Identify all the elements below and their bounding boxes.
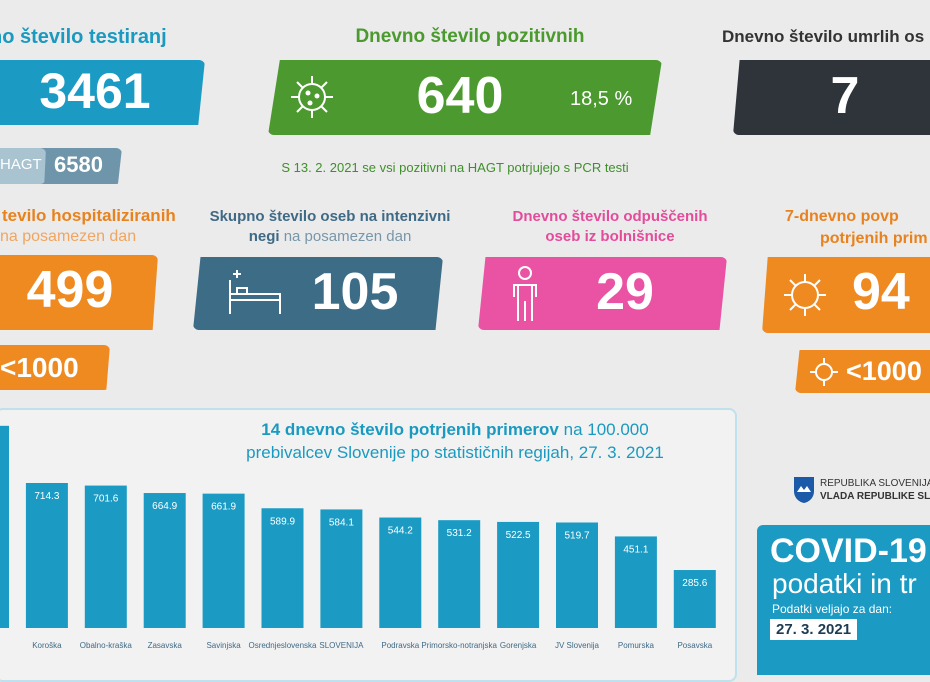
note: S 13. 2. 2021 se vsi pozitivni na HAGT p… bbox=[281, 160, 629, 175]
value-label: 584.1 bbox=[329, 517, 354, 528]
x-tick-label: SLOVENIJA bbox=[319, 641, 364, 650]
value-label: 531.2 bbox=[447, 528, 472, 539]
bed-icon bbox=[229, 270, 281, 314]
avg7-title-2: potrjenih prim bbox=[820, 230, 928, 247]
bar bbox=[379, 517, 422, 628]
hosp-sub: <1000 bbox=[0, 352, 79, 383]
icu-title: Skupno število oseb na intenzivni bbox=[209, 208, 451, 225]
bar bbox=[143, 493, 186, 628]
positives-box bbox=[268, 60, 662, 135]
value-label: 285.6 bbox=[682, 578, 707, 589]
avg7-title: 7-dnevno povp bbox=[785, 208, 899, 225]
bar bbox=[497, 521, 540, 628]
x-tick-label: Podravska bbox=[381, 641, 419, 650]
x-tick-label: JV Slovenija bbox=[555, 641, 600, 650]
value-label: 664.9 bbox=[152, 501, 177, 512]
x-tick-label: Osrednjeslovenska bbox=[248, 641, 317, 650]
disch-title-2: oseb iz bolnišnice bbox=[545, 228, 675, 245]
value-label: 522.5 bbox=[506, 530, 531, 541]
value-label: 701.6 bbox=[93, 494, 118, 505]
gov-1: REPUBLIKA SLOVENIJA bbox=[820, 478, 930, 489]
x-tick-label: Pomurska bbox=[618, 641, 655, 650]
hagt-label-box bbox=[0, 148, 46, 184]
x-tick-label: Primorsko-notranjska bbox=[421, 641, 497, 650]
gov-logo bbox=[794, 477, 814, 503]
bar bbox=[84, 485, 127, 628]
disch-value: 29 bbox=[596, 263, 654, 321]
avg7-sub: <1000 bbox=[846, 356, 922, 386]
hagt-value: 6580 bbox=[54, 152, 103, 177]
covid-sub: podatki in tr bbox=[772, 568, 917, 599]
hosp-subtitle: na posamezen dan bbox=[0, 228, 137, 245]
valid-label: Podatki veljajo za dan: bbox=[772, 602, 893, 616]
chart-title: 14 dnevno število potrjenih primerov na … bbox=[180, 420, 730, 440]
person-icon bbox=[513, 266, 537, 321]
deaths-box bbox=[733, 60, 930, 135]
hagt-label: HAGT bbox=[0, 156, 42, 173]
bar bbox=[614, 536, 657, 628]
x-tick-label: Koroška bbox=[32, 641, 62, 650]
x-tick-label: Obalno-kraška bbox=[80, 641, 133, 650]
value-label: 661.9 bbox=[211, 502, 236, 513]
bar bbox=[320, 509, 363, 628]
avg7-value: 94 bbox=[852, 263, 910, 321]
icu-title-rest: na posamezen dan bbox=[283, 228, 412, 245]
chart-title-rest: na 100.000 bbox=[563, 420, 649, 439]
covid-title: COVID-19 bbox=[770, 532, 927, 570]
icu-title-2: negi bbox=[248, 228, 280, 245]
virus-icon-small bbox=[810, 358, 838, 386]
icu-value: 105 bbox=[311, 263, 399, 321]
hosp-title: tevilo hospitaliziranih bbox=[2, 206, 176, 225]
value-label: 589.9 bbox=[270, 516, 295, 527]
x-tick-label: Posavska bbox=[677, 641, 712, 650]
x-tick-label: Zasavska bbox=[148, 641, 183, 650]
tests-box bbox=[0, 60, 205, 125]
deaths-value: 7 bbox=[830, 67, 860, 125]
bar bbox=[556, 522, 598, 628]
positives-percent: 18,5 % bbox=[570, 88, 633, 110]
hosp-sub-box bbox=[0, 345, 110, 390]
bar bbox=[438, 520, 481, 628]
icu-subtitle: negi na posamezen dan bbox=[195, 228, 465, 245]
bar bbox=[202, 493, 245, 628]
virus-icon bbox=[291, 76, 333, 118]
gov-2: VLADA REPUBLIKE SL bbox=[820, 491, 930, 502]
value-label: 519.7 bbox=[564, 531, 589, 542]
chart-title-2: prebivalcev Slovenije po statističnih re… bbox=[246, 443, 664, 462]
chart: 996714.3Koroška701.6Obalno-kraška664.9Za… bbox=[0, 425, 716, 650]
chart-title-bold: 14 dnevno število potrjenih primerov bbox=[261, 420, 559, 439]
hosp-box bbox=[0, 255, 158, 330]
disch-title: Dnevno število odpuščenih bbox=[512, 208, 708, 225]
bar bbox=[673, 570, 716, 628]
positives-title: Dnevno število pozitivnih bbox=[355, 26, 585, 47]
value-label: 544.2 bbox=[388, 526, 413, 537]
virus-icon bbox=[784, 274, 826, 316]
value-label: 714.3 bbox=[34, 491, 59, 502]
tests-value: 3461 bbox=[39, 63, 151, 119]
hosp-value: 499 bbox=[26, 261, 114, 319]
value-label: 451.1 bbox=[623, 544, 648, 555]
tests-title: no število testiranj bbox=[0, 26, 167, 48]
avg7-sub-box bbox=[795, 350, 930, 393]
positives-value: 640 bbox=[416, 67, 504, 125]
x-tick-label: Gorenjska bbox=[500, 641, 537, 650]
valid-date: 27. 3. 2021 bbox=[770, 619, 858, 640]
deaths-title: Dnevno število umrlih os bbox=[722, 27, 925, 46]
x-tick-label: Savinjska bbox=[206, 641, 241, 650]
bar bbox=[25, 482, 68, 628]
covid-box bbox=[757, 525, 930, 675]
bar bbox=[0, 425, 9, 628]
bar bbox=[261, 508, 304, 628]
